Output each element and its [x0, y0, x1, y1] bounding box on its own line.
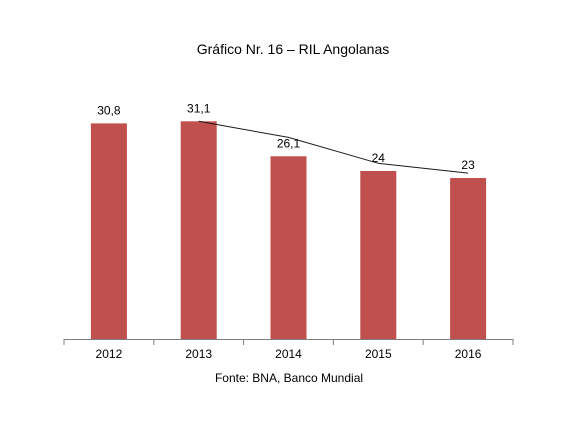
x-tick-label-2015: 2015 — [365, 347, 392, 361]
value-label-2015: 24 — [372, 151, 386, 165]
trend-line — [198, 120, 469, 174]
x-tick-label-2012: 2012 — [96, 347, 123, 361]
value-label-2013: 31,1 — [187, 101, 211, 115]
trend-line-group — [198, 120, 469, 174]
value-labels-group: 30,8 31,1 26,1 24 23 — [97, 101, 475, 172]
value-label-2016: 23 — [461, 158, 475, 172]
x-axis: 2012 2013 2014 2015 2016 — [63, 339, 514, 361]
bar-2016 — [450, 178, 487, 339]
bar-2015 — [360, 171, 397, 339]
bar-2013 — [180, 121, 217, 339]
x-tick-label-2013: 2013 — [185, 347, 212, 361]
chart-source: Fonte: BNA, Banco Mundial — [215, 371, 363, 385]
value-label-2014: 26,1 — [277, 136, 301, 150]
chart-title: Gráfico Nr. 16 – RIL Angolanas — [197, 41, 389, 57]
x-tick-label-2014: 2014 — [275, 347, 302, 361]
value-label-2012: 30,8 — [97, 103, 121, 117]
bars-group — [90, 121, 487, 340]
bar-2012 — [90, 123, 127, 340]
x-tick-label-2016: 2016 — [455, 347, 482, 361]
bar-2014 — [270, 156, 307, 339]
